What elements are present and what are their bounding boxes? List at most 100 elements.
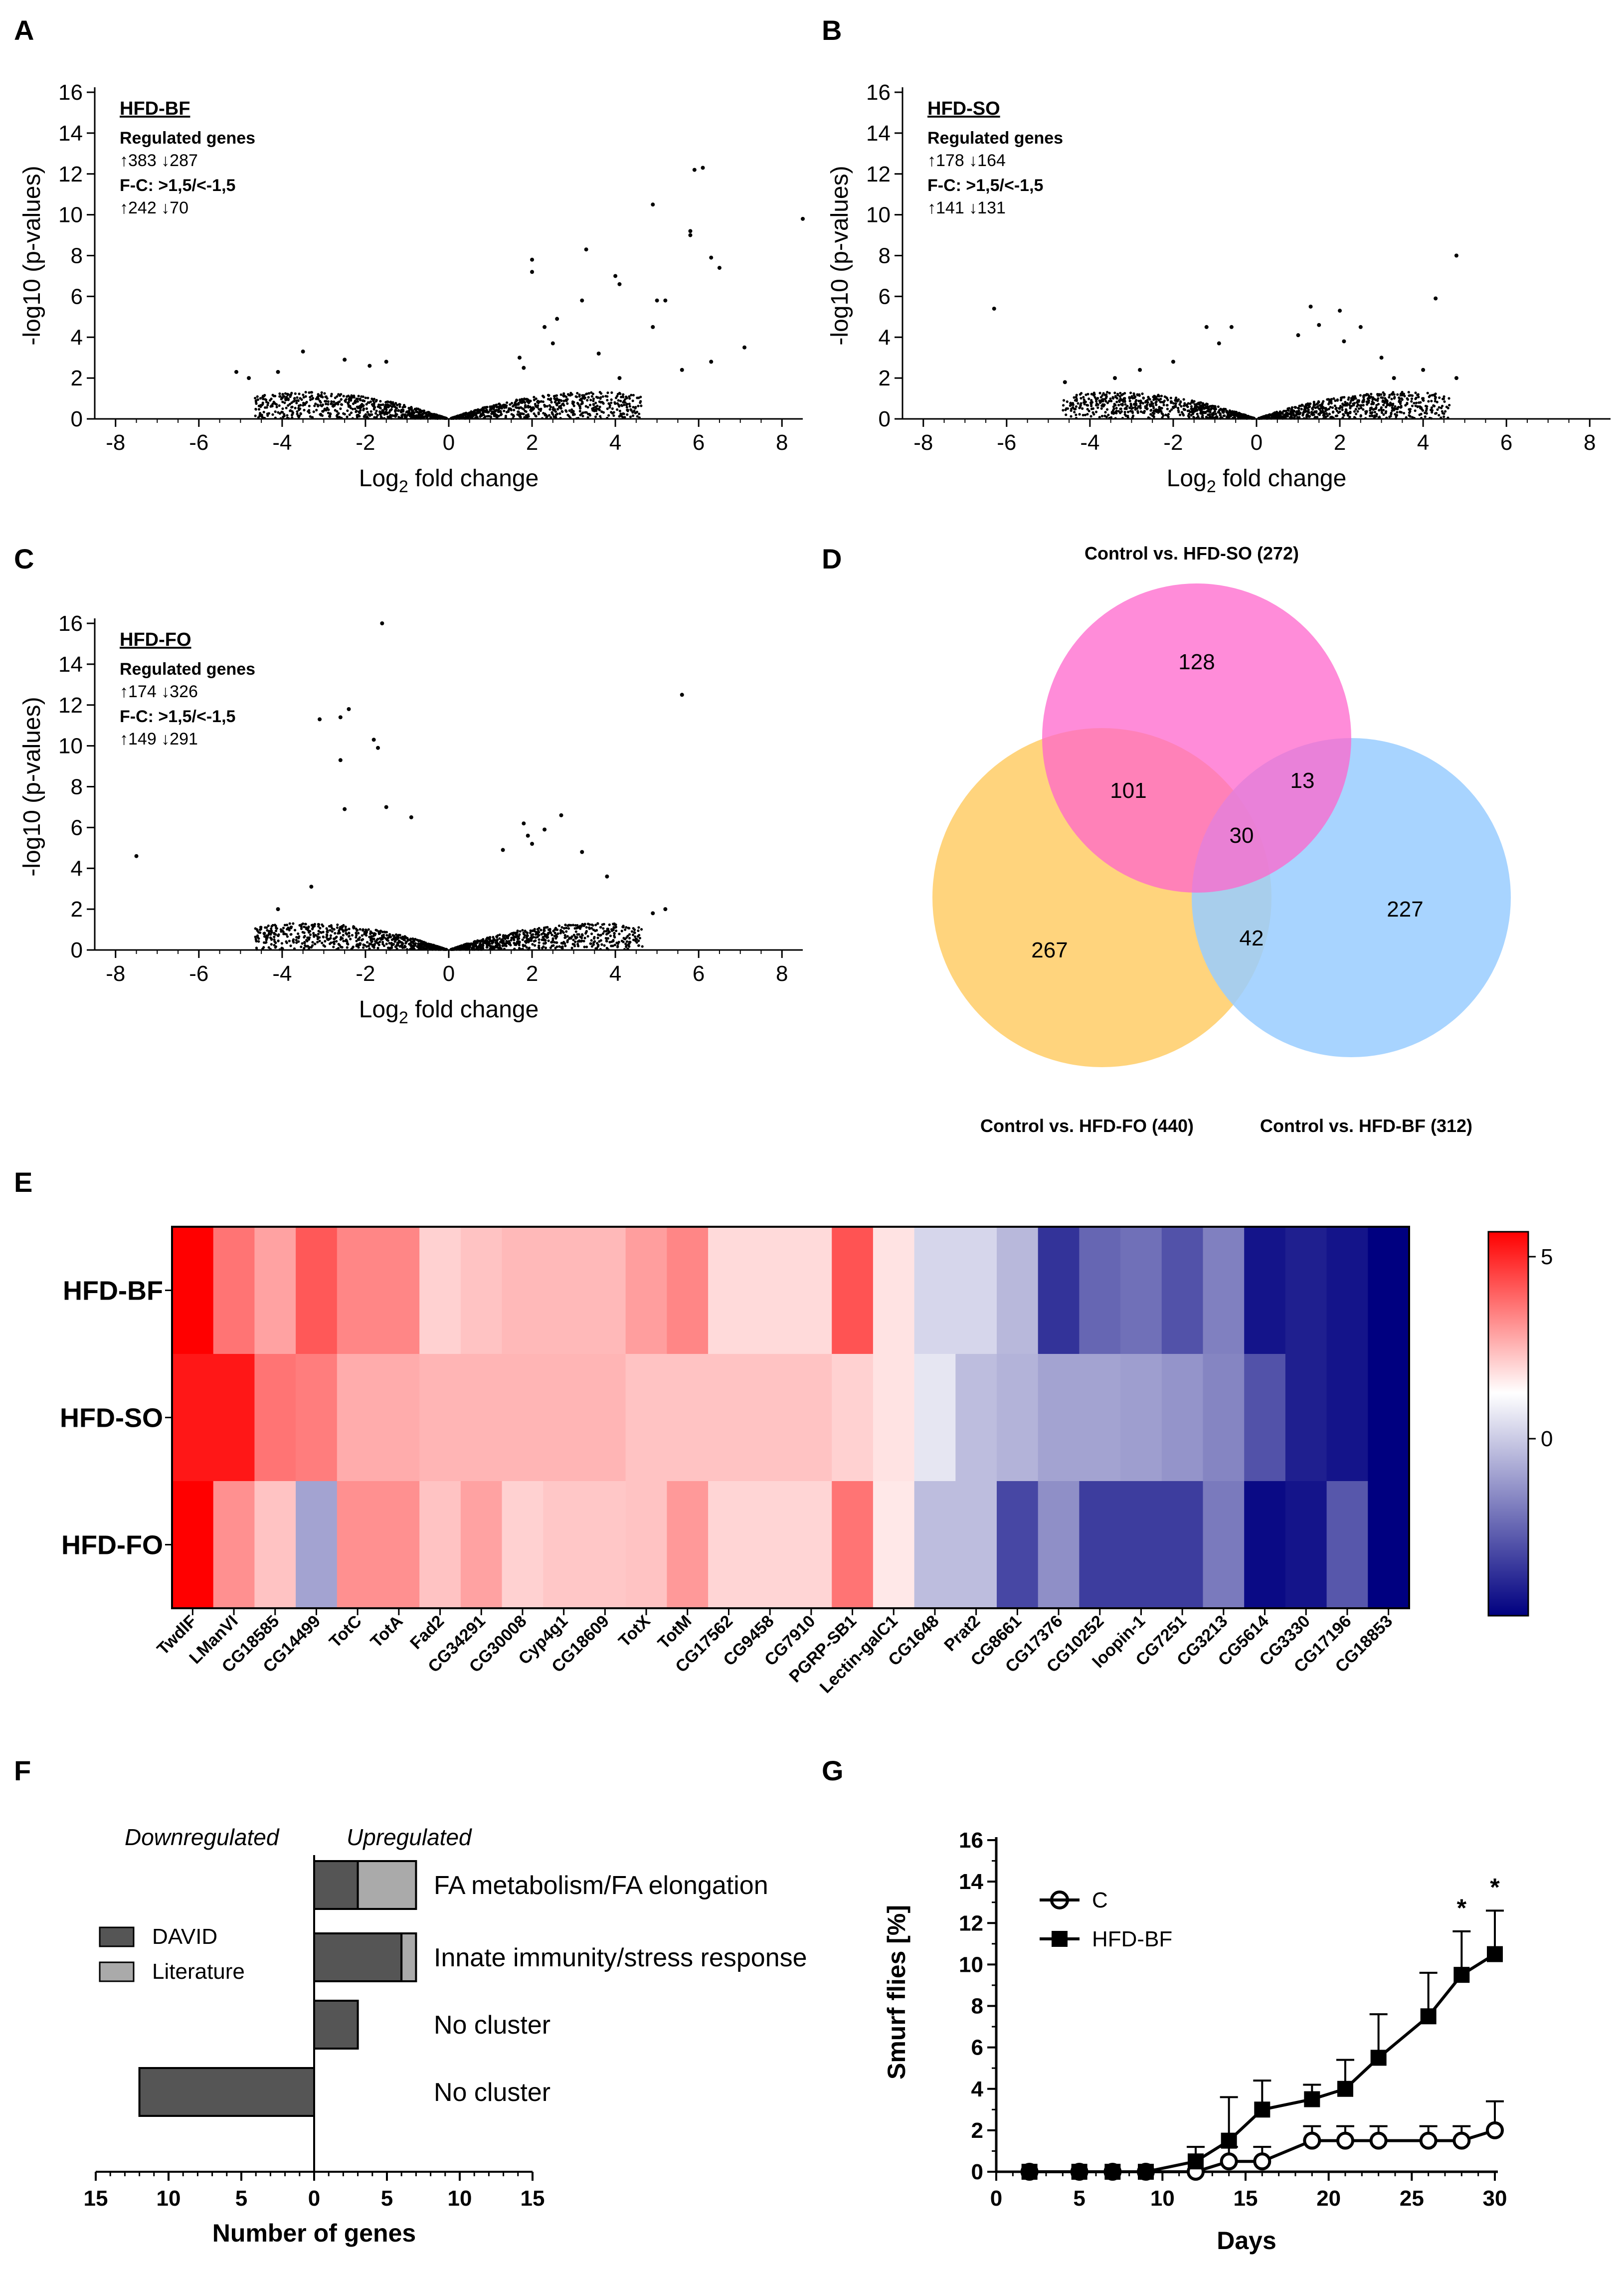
panel-letter-g: G [822, 1755, 844, 1786]
y-tick-label: 16 [58, 80, 83, 105]
point-c [1336, 2131, 1354, 2150]
smurf-y-tick: 14 [959, 1870, 983, 1894]
volcano-point [522, 366, 526, 370]
point-c [1419, 2131, 1438, 2150]
heatmap-cell [543, 1354, 585, 1482]
plot-title: HFD-BF [120, 98, 190, 119]
volcano-point [276, 907, 280, 912]
heatmap-cell [1368, 1481, 1410, 1609]
volcano-point [550, 341, 555, 346]
heatmap-cell [1079, 1481, 1121, 1609]
y-tick-label: 0 [71, 938, 83, 962]
heatmap-cell [419, 1481, 461, 1609]
smurf-y-tick: 0 [971, 2160, 983, 2184]
bar-david [313, 1932, 403, 1982]
venn-label-bf: Control vs. HFD-BF (312) [1260, 1116, 1472, 1136]
y-tick-label: 4 [71, 325, 83, 350]
volcano-point [717, 266, 722, 270]
volcano-point [555, 317, 559, 321]
smurf-x-tick: 15 [1234, 2186, 1258, 2211]
x-tick-label: 0 [443, 430, 455, 455]
regulated-genes-label: Regulated genes [927, 129, 1063, 148]
heatmap-cell [914, 1354, 956, 1482]
smurf-x-tick: 25 [1400, 2186, 1424, 2211]
volcano-point [1217, 341, 1221, 346]
point-hfd-bf [1071, 2164, 1087, 2180]
bar-david [138, 2067, 315, 2117]
y-tick-label: 2 [71, 897, 83, 922]
y-tick-label: 10 [58, 734, 83, 758]
heatmap-cell [790, 1227, 832, 1354]
x-tick-label: 6 [693, 430, 705, 455]
heatmap-cell [997, 1227, 1039, 1354]
volcano-point [651, 202, 655, 207]
point-hfd-bf [1021, 2164, 1038, 2180]
heatmap-cell [873, 1481, 915, 1609]
x-tick-label: -8 [913, 430, 933, 455]
y-tick-label: 16 [58, 611, 83, 636]
volcano-point [1379, 356, 1384, 360]
fold-change-counts: ↑149 ↓291 [120, 730, 198, 749]
heatmap-cell [667, 1481, 709, 1609]
y-axis-label: -log10 (p-values) [19, 166, 45, 345]
significance-star: * [1490, 1873, 1500, 1901]
heatmap-cell [1120, 1227, 1162, 1354]
fold-change-label: F-C: >1,5/<-1,5 [120, 707, 235, 726]
venn-circle-so [1042, 583, 1351, 893]
heatmap-cell [460, 1481, 503, 1609]
heatmap-cell [172, 1227, 214, 1354]
volcano-point [1454, 253, 1458, 258]
heatmap-cell [543, 1227, 585, 1354]
venn-count-bf-only: 227 [1387, 897, 1423, 922]
y-tick-label: 6 [879, 284, 891, 309]
volcano-point [1454, 376, 1458, 380]
header-downregulated: Downregulated [125, 1824, 280, 1850]
heatmap-cell [955, 1481, 997, 1609]
smurf-x-tick: 20 [1316, 2186, 1341, 2211]
heatmap-cell [997, 1481, 1039, 1609]
volcano-point [409, 815, 413, 819]
volcano-point [530, 842, 535, 846]
heatmap: HFD-BFHFD-SOHFD-FOTwdlFLManVICG18585CG14… [60, 1226, 1410, 1697]
heatmap-cell [873, 1227, 915, 1354]
volcano-point [530, 270, 535, 274]
heatmap-cell [172, 1354, 214, 1482]
smurf-y-tick: 4 [971, 2077, 984, 2101]
volcano-point [347, 707, 351, 711]
volcano-point [580, 850, 584, 854]
y-tick-label: 12 [58, 162, 83, 187]
x-tick-label: 8 [776, 430, 788, 455]
heatmap-cell [1161, 1227, 1204, 1354]
fold-change-counts: ↑242 ↓70 [120, 198, 188, 217]
point-hfd-bf [1337, 2080, 1353, 2097]
volcano-point [343, 807, 347, 811]
venn-count-fo-bf: 42 [1240, 926, 1264, 950]
volcano-plot-hfd-bf: -8 -6 -4 -2 0 2 4 6 8 0 2 4 6 8 10 12 14 16 -log10 (p-valu… [19, 80, 805, 496]
genebar-x-tick: 10 [157, 2186, 181, 2211]
point-hfd-bf [1188, 2153, 1204, 2170]
legend-label-literature: Literature [152, 1959, 245, 1984]
smurf-y-tick: 8 [971, 1994, 983, 2019]
point-hfd-bf [1221, 2132, 1237, 2149]
point-hfd-bf [1138, 2164, 1154, 2180]
smurf-y-tick: 16 [959, 1828, 983, 1853]
volcano-point [1434, 296, 1438, 301]
regulated-genes-counts: ↑383 ↓287 [120, 151, 198, 170]
panel-letter-c: C [14, 543, 34, 574]
y-tick-label: 12 [58, 693, 83, 718]
y-tick-label: 0 [879, 407, 891, 431]
volcano-point [617, 282, 622, 286]
heatmap-cell [419, 1354, 461, 1482]
smurf-y-tick: 2 [971, 2118, 983, 2143]
volcano-point [709, 255, 714, 260]
heatmap-cell [749, 1354, 791, 1482]
volcano-point [318, 717, 322, 722]
heatmap-cell [749, 1481, 791, 1609]
heatmap-cell [1079, 1354, 1121, 1482]
smurf-y-tick: 6 [971, 2036, 983, 2060]
heatmap-row-label: HFD-SO [60, 1403, 163, 1433]
point-c [1253, 2152, 1271, 2171]
heatmap-row-label: HFD-BF [63, 1276, 163, 1306]
volcano-point [384, 360, 388, 364]
